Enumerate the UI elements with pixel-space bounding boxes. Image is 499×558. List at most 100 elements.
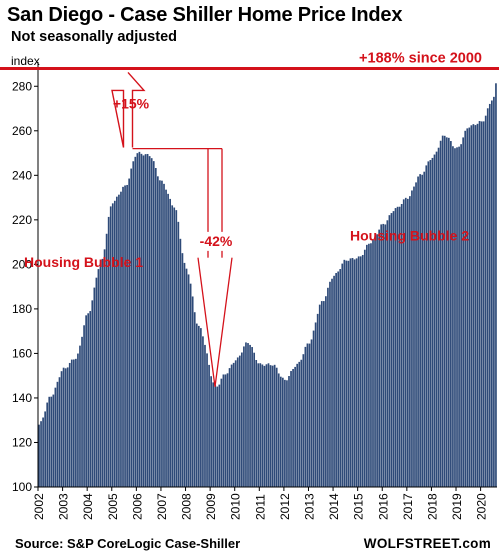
bar bbox=[351, 257, 354, 487]
bar bbox=[443, 135, 446, 487]
bar bbox=[105, 233, 108, 487]
peak-line-label: +188% since 2000 bbox=[359, 50, 482, 66]
bar bbox=[216, 386, 219, 487]
x-tick-label: 2012 bbox=[278, 493, 292, 520]
bar bbox=[433, 154, 436, 488]
bar bbox=[107, 216, 110, 488]
x-tick-label: 2003 bbox=[57, 493, 71, 520]
y-tick-label: 180 bbox=[12, 302, 32, 316]
bar bbox=[173, 207, 176, 487]
down-arrow-head bbox=[197, 257, 233, 387]
bar bbox=[181, 253, 184, 487]
x-tick-label: 2006 bbox=[130, 493, 144, 520]
bar bbox=[355, 258, 358, 487]
bar bbox=[154, 168, 157, 487]
bar bbox=[269, 365, 272, 487]
down-percent-bg bbox=[197, 231, 234, 251]
bar bbox=[298, 361, 301, 487]
bar bbox=[419, 174, 421, 487]
bar bbox=[146, 153, 149, 488]
bar bbox=[64, 368, 67, 487]
bar bbox=[118, 194, 120, 488]
y-tick-label: 160 bbox=[12, 346, 32, 360]
bar bbox=[325, 296, 327, 487]
x-tick-label: 2017 bbox=[401, 493, 415, 520]
bar bbox=[210, 376, 212, 487]
bar bbox=[384, 224, 387, 487]
bar-series bbox=[38, 83, 497, 488]
x-tick-label: 2018 bbox=[425, 493, 439, 520]
bar bbox=[70, 359, 73, 487]
y-axis-label: index bbox=[11, 54, 40, 68]
bar bbox=[380, 224, 383, 487]
bar bbox=[234, 360, 237, 487]
bar bbox=[79, 345, 81, 487]
x-tick-label: 2009 bbox=[204, 493, 218, 520]
bar bbox=[314, 322, 317, 487]
bar bbox=[130, 168, 133, 487]
bar bbox=[284, 379, 286, 487]
bar bbox=[261, 364, 264, 487]
bar bbox=[40, 421, 42, 487]
bar bbox=[493, 96, 495, 488]
bar bbox=[152, 161, 155, 487]
bar bbox=[224, 374, 227, 487]
bar bbox=[277, 373, 280, 487]
bar bbox=[68, 362, 71, 487]
bar bbox=[406, 198, 409, 487]
x-tick-label: 2016 bbox=[376, 493, 390, 520]
bar bbox=[249, 344, 251, 487]
bar bbox=[275, 367, 278, 487]
bar bbox=[138, 151, 141, 487]
bar bbox=[343, 259, 346, 487]
bar bbox=[175, 210, 178, 487]
chart-subtitle: Not seasonally adjusted bbox=[11, 29, 177, 45]
bar bbox=[77, 353, 79, 487]
bar bbox=[271, 365, 274, 487]
bar bbox=[44, 411, 46, 487]
bar bbox=[409, 196, 411, 487]
bar bbox=[66, 367, 69, 487]
bar bbox=[204, 344, 206, 487]
bar bbox=[111, 203, 114, 488]
bar bbox=[294, 366, 296, 487]
bar bbox=[482, 121, 485, 488]
bar bbox=[259, 363, 262, 487]
bar bbox=[345, 260, 348, 487]
bar bbox=[468, 127, 471, 488]
bar bbox=[470, 125, 473, 488]
bar bbox=[91, 300, 94, 487]
bar bbox=[134, 156, 137, 487]
bar bbox=[435, 151, 438, 487]
bar bbox=[392, 211, 395, 488]
bar bbox=[417, 176, 419, 487]
bar bbox=[177, 221, 180, 487]
bar bbox=[460, 144, 462, 487]
bar bbox=[87, 313, 90, 487]
bar bbox=[454, 148, 456, 487]
bar bbox=[484, 115, 487, 488]
bar bbox=[89, 311, 92, 487]
x-tick-label: 2004 bbox=[81, 493, 95, 520]
bar bbox=[238, 355, 241, 487]
bar bbox=[447, 137, 450, 487]
bar bbox=[411, 190, 413, 487]
bar bbox=[386, 220, 389, 488]
bar bbox=[99, 263, 102, 487]
bar bbox=[208, 364, 210, 487]
bar bbox=[200, 328, 202, 487]
bar bbox=[157, 176, 159, 487]
bar bbox=[390, 213, 393, 487]
bar bbox=[466, 128, 469, 487]
bar bbox=[183, 262, 186, 487]
bar bbox=[140, 153, 143, 487]
bar bbox=[46, 402, 49, 487]
bar bbox=[472, 124, 475, 488]
bar bbox=[206, 353, 208, 487]
y-tick-label: 140 bbox=[12, 391, 32, 405]
bar bbox=[474, 125, 477, 487]
bar bbox=[253, 352, 256, 487]
x-tick-label: 2005 bbox=[106, 493, 120, 520]
bubble2-label: Housing Bubble 2 bbox=[350, 227, 469, 243]
